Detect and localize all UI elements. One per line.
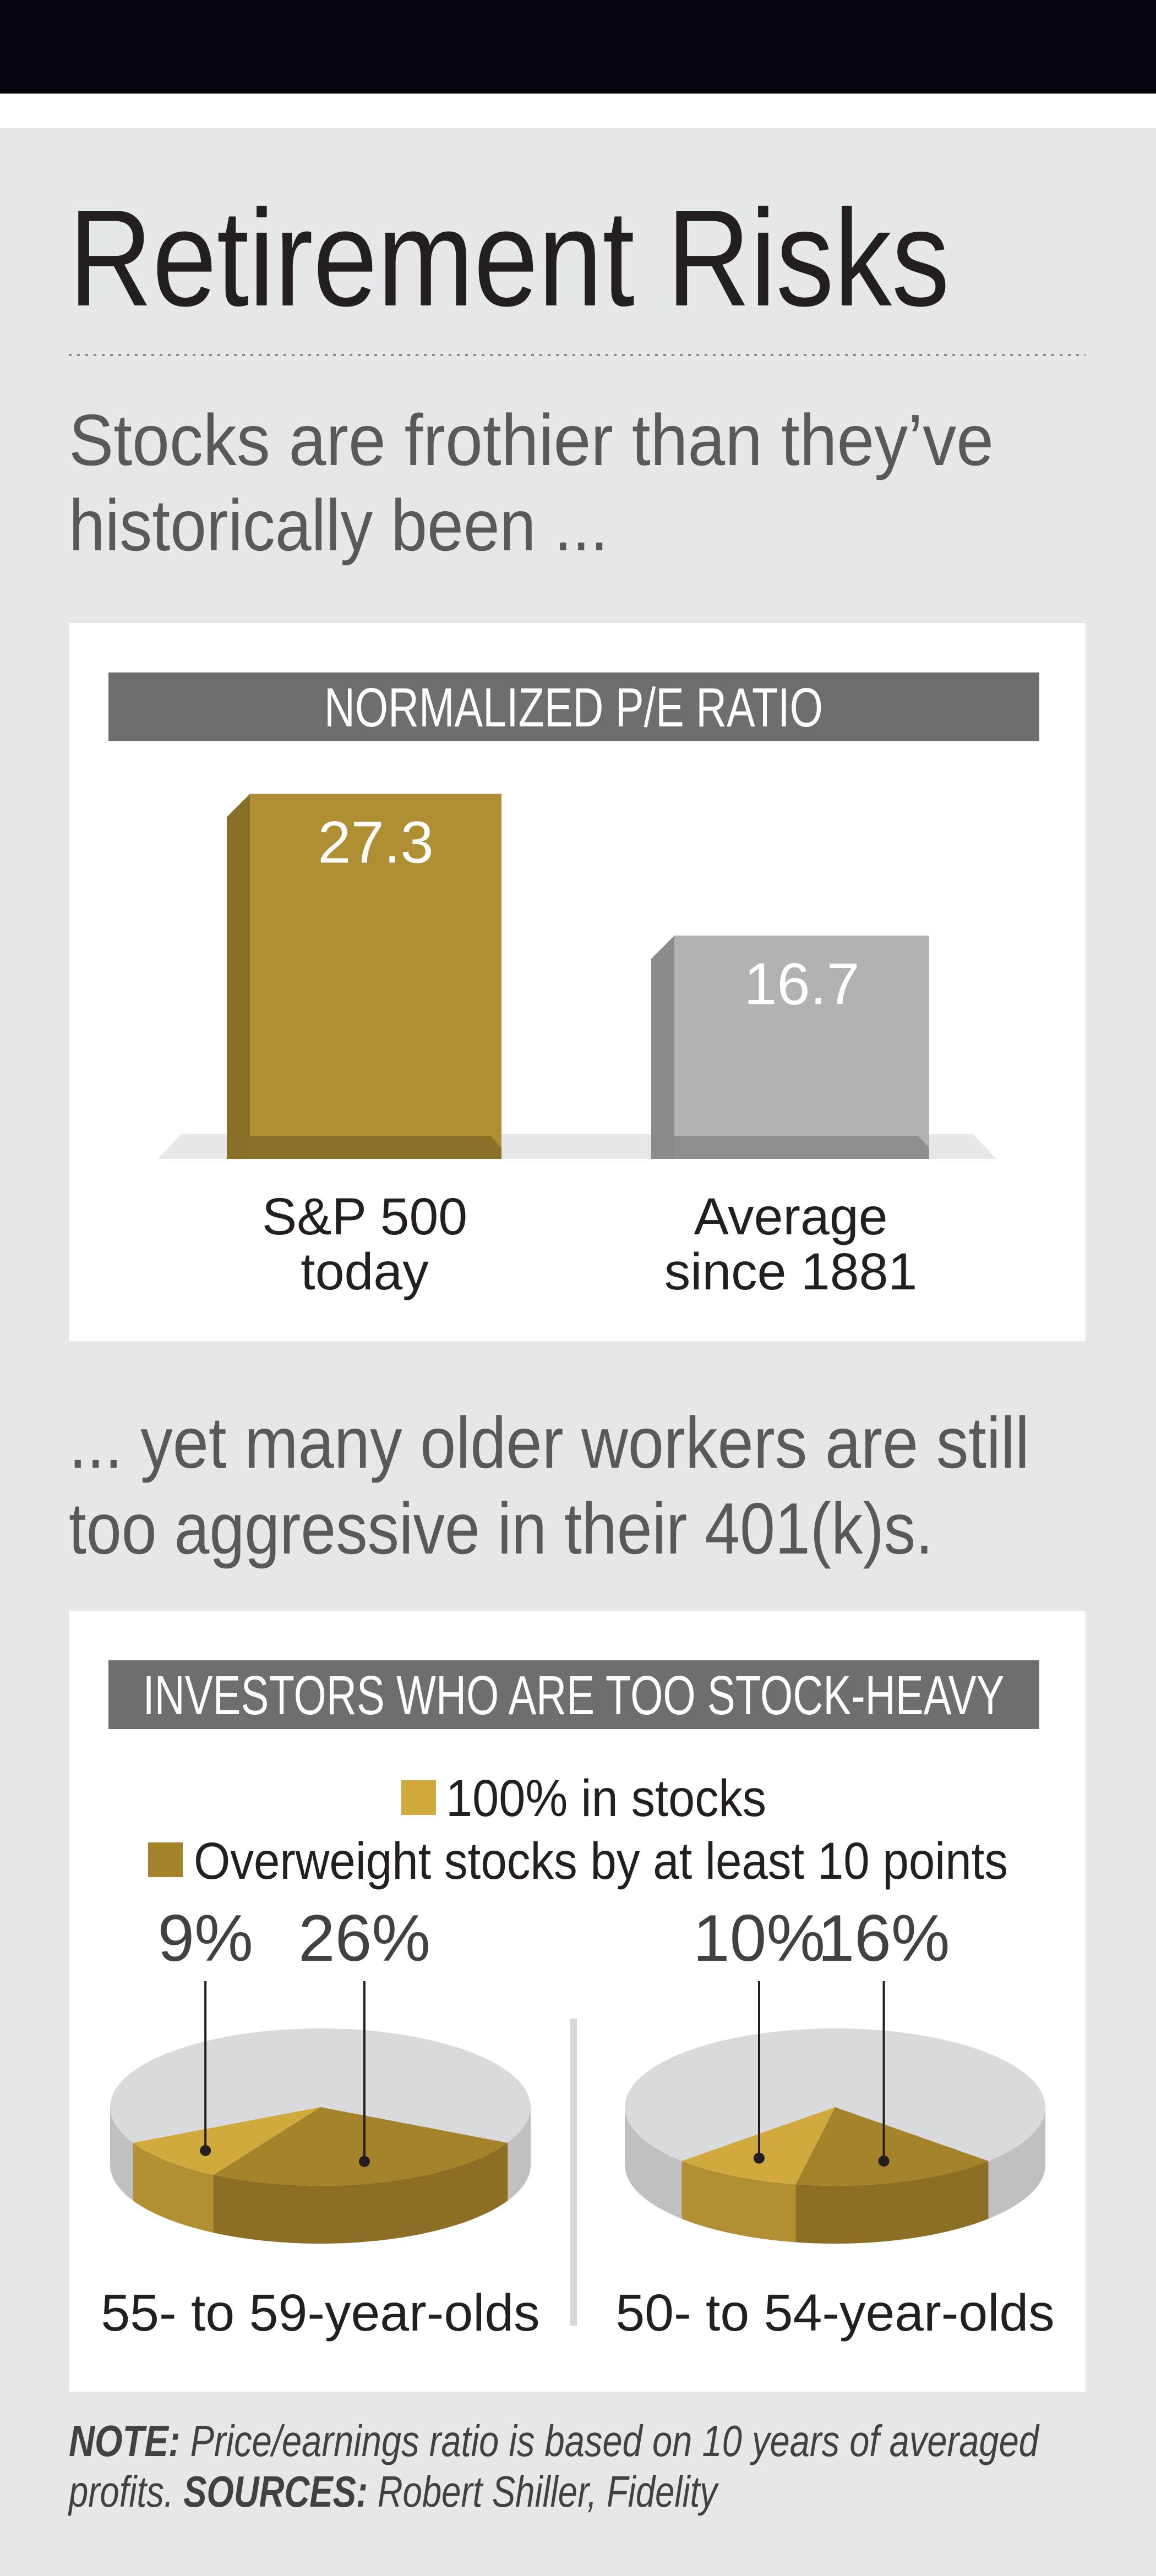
legend-swatch xyxy=(401,1780,436,1815)
note: profits. SOURCES: Robert Shiller, Fideli… xyxy=(68,2467,719,2516)
panel-title-bar xyxy=(108,672,1039,741)
label-dot xyxy=(878,2156,890,2167)
bar-side xyxy=(227,794,250,1159)
label-dot xyxy=(200,2145,211,2156)
chart-title: NORMALIZED P/E RATIO xyxy=(324,677,823,739)
pie-value-label: 16% xyxy=(817,1901,950,1975)
top-bar xyxy=(0,0,1156,94)
bar-side xyxy=(651,936,674,1159)
subtitle: Stocks are frothier than they’ve xyxy=(69,400,994,480)
subtitle: ... yet many older workers are still xyxy=(69,1402,1029,1483)
x-tick-label: Average since 1881 xyxy=(664,1188,918,1301)
pie-slice xyxy=(795,2107,989,2186)
legend-label: 100% in stocks xyxy=(446,1769,766,1828)
pie-slice xyxy=(213,2107,508,2186)
pie-slice-side xyxy=(213,2142,508,2244)
pie-slice-side-shade xyxy=(133,2142,214,2233)
pie-slice-side-shade xyxy=(213,2142,508,2244)
label-dot xyxy=(753,2152,765,2164)
bar-value-label: 27.3 xyxy=(318,809,433,876)
subtitle: too aggressive in their 401(k)s. xyxy=(69,1488,933,1569)
pie-category-label: 55- to 59-year-olds xyxy=(101,2284,539,2342)
pie-value-label: 26% xyxy=(298,1901,430,1975)
title: Retirement Risks xyxy=(69,181,950,335)
sources-text: Robert Shiller, Fidelity xyxy=(378,2467,719,2516)
bar-side-shade xyxy=(651,936,674,1159)
pie-slice-side xyxy=(795,2161,989,2244)
legend-label: Overweight stocks by at least 10 points xyxy=(194,1832,1008,1890)
pie-slice xyxy=(133,2107,321,2175)
bar-value-label: 16.7 xyxy=(744,950,859,1017)
subtitle: historically been ... xyxy=(69,485,608,566)
note-label: NOTE: xyxy=(69,2416,180,2465)
label-dot xyxy=(358,2156,370,2167)
bar-base-shade xyxy=(250,1136,501,1159)
note-text: profits. xyxy=(68,2467,173,2516)
pie-value-label: 9% xyxy=(157,1901,253,1975)
note: NOTE: Price/earnings ratio is based on 1… xyxy=(69,2416,1040,2465)
pie-category-label: 50- to 54-year-olds xyxy=(615,2284,1054,2342)
sources-label: SOURCES: xyxy=(183,2467,368,2516)
chart-title: INVESTORS WHO ARE TOO STOCK-HEAVY xyxy=(143,1665,1005,1726)
bar-base-shade xyxy=(674,1136,929,1159)
note-text: Price/earnings ratio is based on 10 year… xyxy=(190,2416,1040,2465)
panel-title-bar xyxy=(108,1660,1039,1729)
x-tick-label: S&P 500 today xyxy=(262,1188,467,1301)
bar-chart: 27.3 S&P 500 today 16.7 Average since 1881 xyxy=(227,794,929,1301)
bar xyxy=(674,936,929,1159)
pie-slice-side xyxy=(681,2161,796,2243)
bar-side-shade xyxy=(227,794,250,1159)
pie-slice-side-shade xyxy=(681,2161,796,2243)
panel xyxy=(69,1611,1086,2392)
top-strip xyxy=(0,94,1156,128)
pie-slice-side xyxy=(133,2142,214,2233)
bar xyxy=(250,794,501,1159)
legend-swatch xyxy=(148,1842,183,1877)
pie-value-label: 10% xyxy=(693,1901,825,1975)
pie-slice-side-shade xyxy=(795,2161,989,2244)
